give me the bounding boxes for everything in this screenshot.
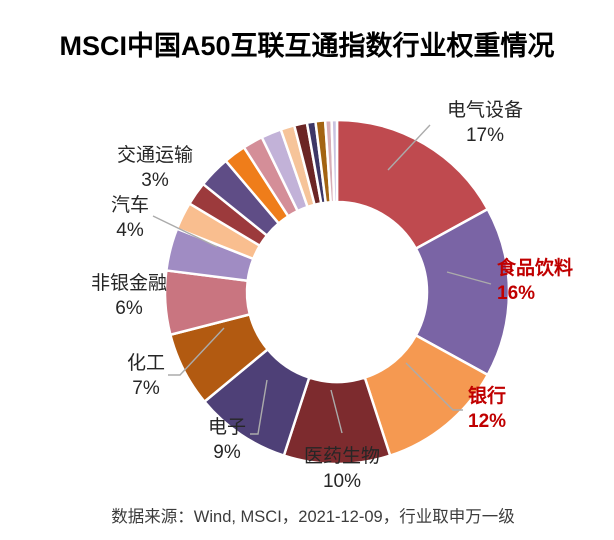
leader-line-电气设备 <box>387 124 431 171</box>
chart-title: MSCI中国A50互联互通指数行业权重情况 <box>59 31 555 61</box>
segment-label-电子: 电子 9% <box>208 415 246 465</box>
leader-line-电子 <box>250 379 268 435</box>
segment-label-name: 电子 <box>207 417 247 438</box>
segment-label-name: 汽车 <box>110 195 150 216</box>
segment-label-医药生物: 医药生物 10% <box>304 444 380 494</box>
segment-label-银行: 银行 12% <box>468 384 506 434</box>
segment-label-percent: 16% <box>497 283 536 304</box>
leader-line-汽车 <box>152 215 218 248</box>
donut-segment-unlabeled-19 <box>330 118 339 204</box>
segment-label-percent: 6% <box>115 298 143 319</box>
data-source-note: 数据来源：Wind, MSCI，2021-12-09，行业取申万一级 <box>111 508 515 526</box>
segment-label-percent: 7% <box>132 378 160 399</box>
segment-label-name: 医药生物 <box>303 446 381 467</box>
segment-label-汽车: 汽车 4% <box>111 193 149 243</box>
segment-label-name: 食品饮料 <box>497 258 574 279</box>
leader-line-食品饮料 <box>446 271 492 285</box>
segment-label-name: 非银金融 <box>90 273 168 294</box>
segment-label-电气设备: 电气设备 17% <box>447 98 523 148</box>
segment-label-交通运输: 交通运输 3% <box>117 143 193 193</box>
segment-label-percent: 3% <box>141 170 169 191</box>
segment-label-percent: 9% <box>213 442 241 463</box>
segment-label-name: 银行 <box>468 386 507 407</box>
segment-label-percent: 17% <box>465 125 505 146</box>
segment-label-化工: 化工 7% <box>127 351 165 401</box>
segment-label-percent: 10% <box>322 471 362 492</box>
segment-label-percent: 4% <box>116 220 144 241</box>
leader-line-银行 <box>405 362 463 411</box>
segment-label-食品饮料: 食品饮料 16% <box>497 256 573 306</box>
segment-label-非银金融: 非银金融 6% <box>91 271 167 321</box>
segment-label-percent: 12% <box>468 411 507 432</box>
segment-label-name: 化工 <box>126 353 166 374</box>
leader-line-化工 <box>168 327 225 376</box>
leader-line-医药生物 <box>330 389 343 434</box>
segment-label-name: 电气设备 <box>446 100 524 121</box>
segment-label-name: 交通运输 <box>116 145 194 166</box>
